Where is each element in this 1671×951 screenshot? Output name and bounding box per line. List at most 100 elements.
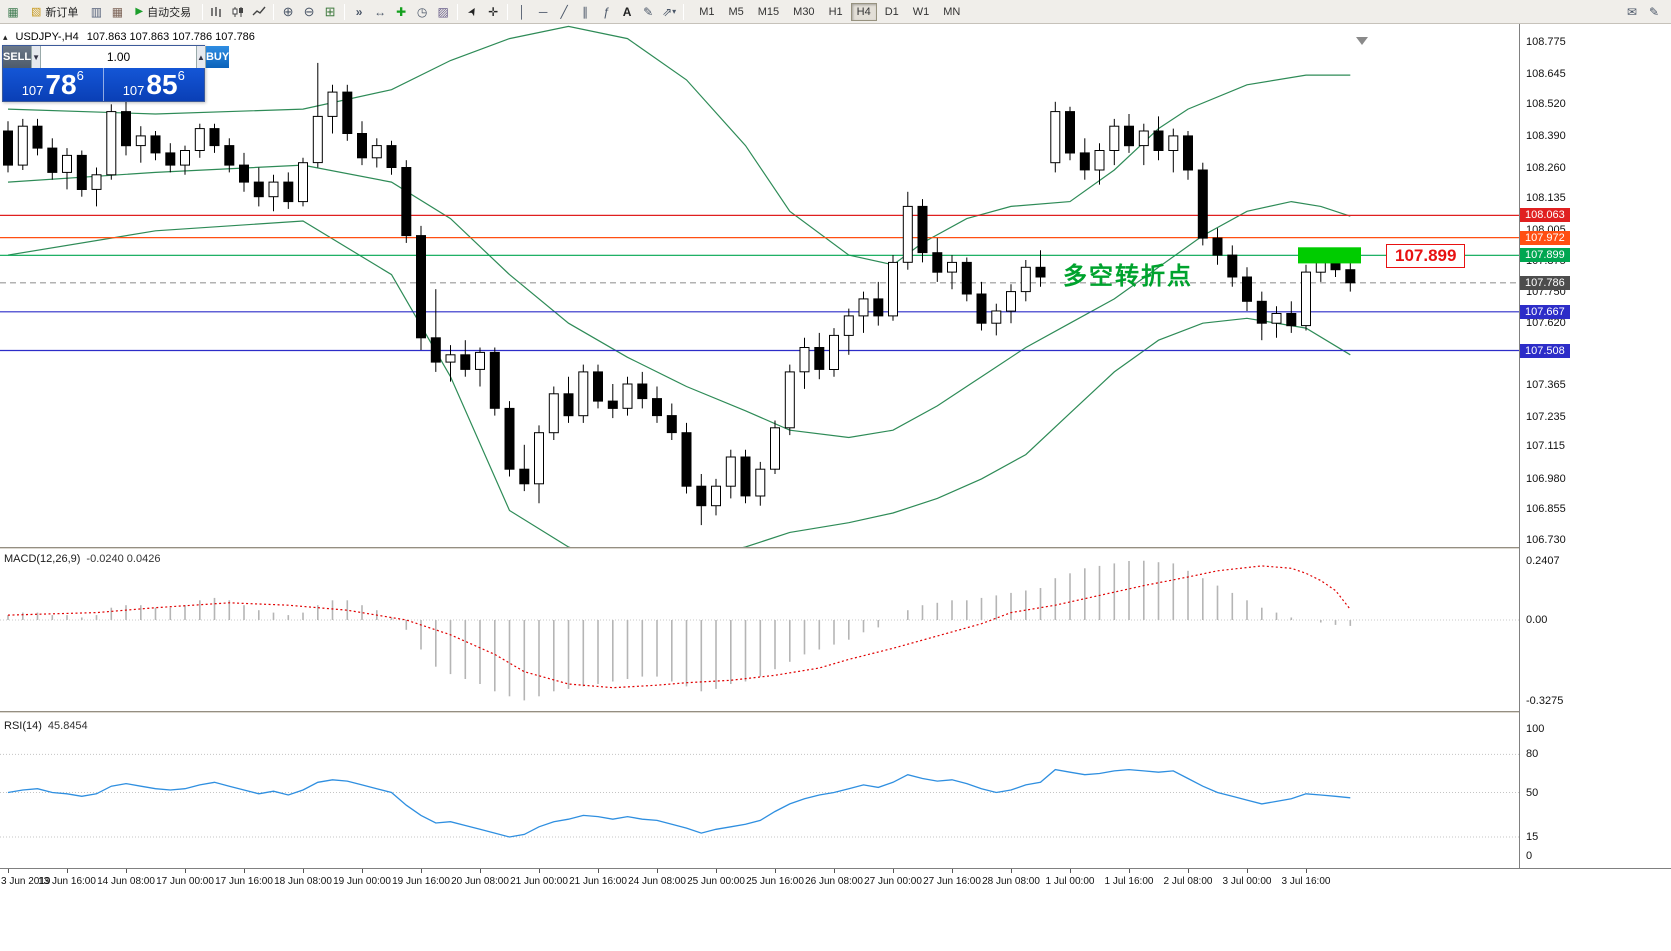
bid-price-display[interactable]: 107 78 6: [3, 68, 104, 101]
symbol-title: USDJPY-,H4: [15, 31, 79, 43]
candle-body: [991, 310, 1002, 324]
zoom-out-button[interactable]: ⊖: [299, 2, 319, 22]
chart-text-annotation[interactable]: 多空转折点: [1063, 263, 1193, 290]
new-order-button[interactable]: ▧ 新订单: [24, 2, 85, 22]
volume-input[interactable]: [41, 46, 197, 68]
text-label-button[interactable]: ✎: [638, 2, 658, 22]
text-button[interactable]: A: [617, 2, 637, 22]
price-tick: 108.135: [1526, 191, 1566, 204]
price-callout-label[interactable]: 107.899: [1386, 244, 1466, 268]
candle-chart-button[interactable]: [228, 2, 248, 22]
time-label: 14 Jun 08:00: [97, 876, 155, 887]
time-label: 17 Jun 16:00: [215, 876, 273, 887]
timeframe-h1[interactable]: H1: [828, 5, 843, 18]
candle-body: [799, 347, 810, 373]
timeframe-m5[interactable]: M5: [728, 5, 744, 18]
price-scale[interactable]: 108.775 108.645 108.520 108.390 108.260 108.1…: [1520, 24, 1671, 868]
main-price-chart[interactable]: [0, 24, 1519, 547]
bid-big-figure: 107: [21, 83, 44, 98]
time-label: 27 Jun 16:00: [923, 876, 981, 887]
candle-body: [814, 347, 825, 370]
periods-button[interactable]: ◷: [412, 2, 432, 22]
timeframe-m15[interactable]: M15: [757, 5, 780, 18]
bar-chart-button[interactable]: [207, 2, 227, 22]
candle-body: [873, 298, 884, 317]
line-chart-icon: [252, 6, 266, 15]
chart-shift-marker[interactable]: [1356, 37, 1368, 45]
time-label: 19 Jun 00:00: [333, 876, 391, 887]
timeframe-mn[interactable]: MN: [943, 5, 961, 18]
timeframe-h4[interactable]: H4: [850, 2, 877, 21]
text-label-icon: ✎: [643, 4, 654, 19]
panel-splitter[interactable]: [0, 547, 1671, 549]
candle-body: [607, 400, 618, 409]
time-tick: [834, 869, 835, 873]
macd-label: MACD(12,26,9) -0.0240 0.0426: [4, 553, 161, 565]
indicators-plus-icon: ✚: [396, 4, 407, 19]
vertical-line-icon: │: [518, 4, 526, 19]
candle-body: [563, 393, 574, 417]
buy-button[interactable]: BUY: [205, 46, 230, 68]
ask-price-display[interactable]: 107 85 6: [104, 68, 205, 101]
candle-body: [32, 125, 43, 149]
candle-body: [711, 485, 721, 507]
auto-scroll-button[interactable]: »: [349, 2, 369, 22]
line-chart-button[interactable]: [249, 2, 269, 22]
edit-button[interactable]: ✎: [1644, 2, 1664, 22]
market-watch-button[interactable]: ▦: [107, 2, 127, 22]
fibonacci-button[interactable]: ƒ: [596, 2, 616, 22]
vertical-line-button[interactable]: │: [512, 2, 532, 22]
volume-decrease-button[interactable]: ▼: [31, 46, 42, 68]
tile-windows-icon: ⊞: [324, 3, 336, 19]
time-scale[interactable]: 3 Jun 2019 13 Jun 16:00 14 Jun 08:00 17 Jun…: [0, 868, 1671, 891]
profiles-button[interactable]: ▥: [86, 2, 106, 22]
tile-windows-button[interactable]: ⊞: [320, 2, 340, 22]
trade-panel-toggle-icon[interactable]: ▴: [3, 31, 8, 42]
channel-button[interactable]: ∥: [575, 2, 595, 22]
panel-splitter[interactable]: [0, 711, 1671, 713]
time-label: 3 Jun 2019: [1, 876, 51, 887]
new-order-label: 新订单: [45, 6, 79, 19]
indicators-button[interactable]: ✚: [391, 2, 411, 22]
chart-window: 108.775 108.645 108.520 108.390 108.260 108.1…: [0, 24, 1671, 951]
arrows-button[interactable]: ⇗ ▾: [659, 2, 679, 22]
highlight-rectangle[interactable]: [1298, 247, 1361, 264]
timeframe-w1[interactable]: W1: [912, 5, 930, 18]
message-icon: ✉: [1626, 4, 1638, 19]
candle-body: [843, 315, 854, 336]
macd-indicator-chart[interactable]: [0, 549, 1519, 711]
horizontal-line-button[interactable]: ─: [533, 2, 553, 22]
candle-body: [268, 181, 279, 198]
candle-body: [106, 111, 117, 176]
crosshair-button[interactable]: ✛: [483, 2, 503, 22]
sell-button[interactable]: SELL: [3, 46, 32, 68]
ask-pips: 85: [146, 69, 178, 100]
new-chart-button[interactable]: ▦: [3, 2, 23, 22]
message-button[interactable]: ✉: [1622, 2, 1642, 22]
candle-body: [1301, 271, 1311, 327]
cursor-button[interactable]: ➤: [462, 2, 482, 22]
candle-body: [534, 432, 544, 485]
templates-button[interactable]: ▨: [433, 2, 453, 22]
toolbar-separator: [683, 3, 685, 20]
candle-body: [239, 164, 249, 183]
trendline-button[interactable]: ╱: [554, 2, 574, 22]
timeframe-d1[interactable]: D1: [884, 5, 899, 18]
time-tick: [716, 869, 717, 873]
chart-shift-button[interactable]: ↔: [370, 2, 390, 22]
candle-body: [1035, 266, 1046, 278]
volume-increase-button[interactable]: ▲: [196, 46, 206, 68]
autotrade-button[interactable]: ▶ 自动交易: [128, 2, 198, 22]
time-tick: [421, 869, 422, 873]
rsi-indicator-chart[interactable]: [0, 713, 1519, 868]
candle-body: [1006, 291, 1016, 312]
toolbar-separator: [202, 3, 204, 20]
time-label: 13 Jun 16:00: [38, 876, 96, 887]
toolbar-separator: [273, 3, 275, 20]
time-label: 21 Jun 00:00: [510, 876, 568, 887]
zoom-in-button[interactable]: ⊕: [278, 2, 298, 22]
ask-big-figure: 107: [122, 83, 145, 98]
timeframe-m30[interactable]: M30: [793, 5, 815, 18]
timeframe-m1[interactable]: M1: [699, 5, 715, 18]
